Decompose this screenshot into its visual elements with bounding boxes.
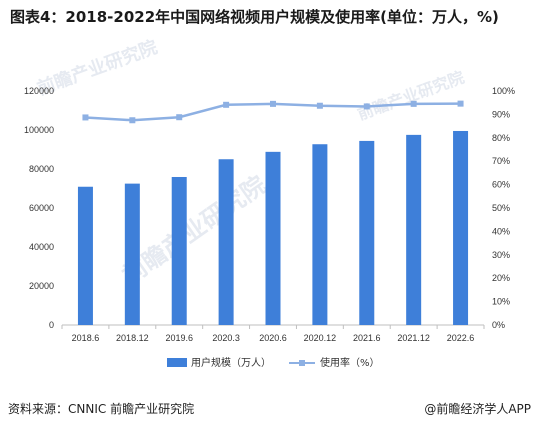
x-tick-label: 2022.6 [447, 333, 475, 343]
x-tick-label: 2018.6 [72, 333, 100, 343]
bar [265, 151, 281, 325]
bars [77, 130, 469, 325]
y-right-tick-label: 20% [492, 273, 510, 283]
x-tick-label: 2020.6 [259, 333, 287, 343]
x-tick-label: 2021.6 [353, 333, 381, 343]
usage-line [82, 100, 464, 124]
legend-swatch-marker [299, 360, 305, 366]
y-right-tick-label: 40% [492, 226, 510, 236]
chart-title: 图表4：2018-2022年中国网络视频用户规模及使用率(单位：万人，%) [10, 8, 499, 26]
bar [312, 144, 328, 325]
y-left-tick-label: 0 [49, 320, 54, 330]
x-tick-label: 2018.12 [116, 333, 149, 343]
source-note: 资料来源：CNNIC 前瞻产业研究院 [8, 402, 195, 416]
y-left-tick-label: 20000 [29, 281, 54, 291]
y-left-tick-label: 120000 [24, 86, 54, 96]
line-point [316, 102, 323, 109]
line-point [82, 114, 89, 121]
y-left-tick-label: 60000 [29, 203, 54, 213]
line-point [457, 100, 464, 107]
legend-label-line: 使用率（%） [320, 356, 380, 369]
y-right-tick-label: 10% [492, 297, 510, 307]
bar [218, 159, 234, 325]
legend-swatch-bar [167, 358, 187, 367]
line-point [176, 114, 183, 121]
line-point [223, 101, 230, 108]
line-point [129, 117, 136, 124]
y-left-tick-label: 100000 [24, 125, 54, 135]
y-right-tick-label: 90% [492, 109, 510, 119]
x-tick-label: 2019.6 [165, 333, 193, 343]
watermark-text: 前瞻产业研究院 [117, 171, 271, 290]
x-tick-label: 2020.12 [304, 333, 337, 343]
y-right-tick-label: 100% [492, 86, 515, 96]
bar [453, 130, 469, 325]
line-point [410, 100, 417, 107]
y-right-tick-label: 50% [492, 203, 510, 213]
y-right-tick-label: 80% [492, 133, 510, 143]
y-right-tick-label: 0% [492, 320, 505, 330]
legend: 用户规模（万人） 使用率（%） [167, 356, 380, 369]
x-tick-label: 2020.3 [212, 333, 240, 343]
line-point [363, 103, 370, 110]
y-left-tick-label: 40000 [29, 242, 54, 252]
bar [124, 183, 140, 325]
bar [406, 134, 422, 325]
watermark-text: 前瞻产业研究院 [355, 68, 467, 124]
line-point [270, 100, 276, 107]
x-tick-label: 2021.12 [397, 333, 430, 343]
y-right-tick-label: 60% [492, 180, 510, 190]
bar [359, 140, 375, 325]
y-right-tick-label: 70% [492, 156, 510, 166]
legend-label-bar: 用户规模（万人） [191, 356, 271, 369]
brand-credit: @前瞻经济学人APP [424, 402, 531, 416]
y-left-tick-label: 80000 [29, 164, 54, 174]
bar [77, 186, 93, 325]
bar [171, 176, 187, 325]
y-right-tick-label: 30% [492, 250, 510, 260]
